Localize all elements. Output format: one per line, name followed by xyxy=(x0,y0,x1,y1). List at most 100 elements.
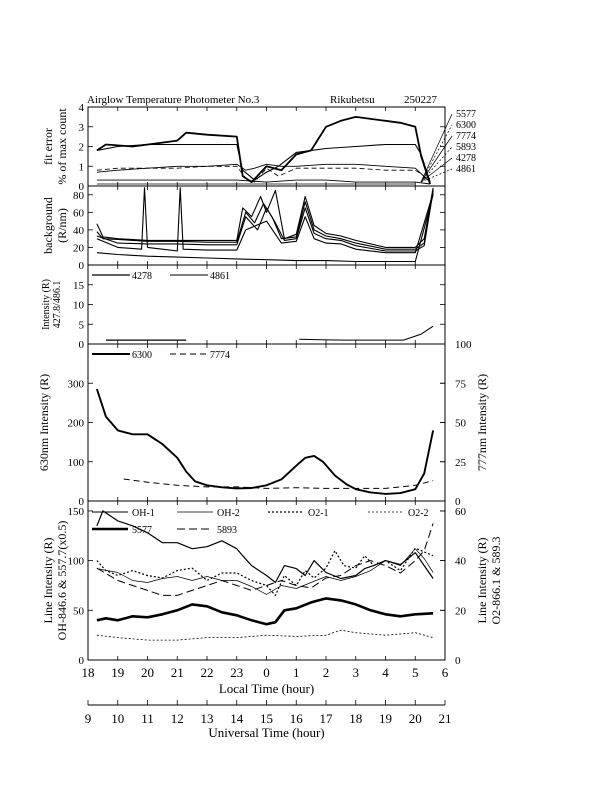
line-intensity-ylabel2: OH-846.6 & 557.7(x0.5) xyxy=(55,521,69,641)
blue-intensity-panel: 0 5 10 15 Intensity (R) 427.8/486.1 4278 4861 xyxy=(41,264,446,351)
y-tick-label: 15 xyxy=(73,280,85,292)
y-tick-label: 1 xyxy=(79,161,85,173)
legend-label: 4278 xyxy=(132,271,152,282)
legend-label: 5577 xyxy=(132,525,152,536)
fit-error-frame xyxy=(87,106,446,187)
y-tick-label-right: 25 xyxy=(455,457,467,469)
series-4861 xyxy=(299,325,434,341)
local-time-tick-label: 18 xyxy=(82,665,95,680)
local-time-tick-label: 23 xyxy=(230,665,243,680)
ut-tick-label: 20 xyxy=(409,711,422,726)
y-tick-label: 40 xyxy=(73,225,85,237)
red-intensity-plot xyxy=(95,388,435,495)
series-label-5577: 5577 xyxy=(456,109,476,120)
y-tick-label: 150 xyxy=(68,506,85,518)
series-5577 xyxy=(96,116,431,185)
series-5577 xyxy=(96,597,434,626)
local-time-axis-label: Local Time (hour) xyxy=(219,681,314,696)
series-bg-d xyxy=(96,187,434,254)
ut-tick-label: 17 xyxy=(320,711,334,726)
legend-label: 7774 xyxy=(210,350,230,361)
blue-intensity-ylabel2: 427.8/486.1 xyxy=(52,281,63,329)
red-intensity-ylabel: 630nm Intensity (R) xyxy=(37,374,51,471)
ut-tick-label: 21 xyxy=(439,711,452,726)
fit-error-ylabel2: % of max count xyxy=(55,108,69,185)
local-time-tick-label: 2 xyxy=(323,665,330,680)
local-time-tick-label: 19 xyxy=(111,665,124,680)
series-5893 xyxy=(96,163,431,183)
y-tick-label: 20 xyxy=(73,242,85,254)
y-tick-label: 5 xyxy=(79,319,85,331)
leader-line xyxy=(420,146,453,183)
legend-label: OH-2 xyxy=(217,508,240,519)
y-tick-label: 100 xyxy=(68,457,85,469)
title-site: Rikubetsu xyxy=(330,94,375,106)
title-row: Airglow Temperature Photometer No.3 Riku… xyxy=(87,94,438,106)
y-tick-label: 200 xyxy=(68,418,85,430)
y-tick-label: 4 xyxy=(79,102,85,114)
y-tick-label: 2 xyxy=(79,142,85,154)
series-label-4861: 4861 xyxy=(456,164,476,175)
red-intensity-ylabel-right: 777nm Intensity (R) xyxy=(475,374,489,471)
ut-tick-label: 12 xyxy=(171,711,184,726)
blue-intensity-ylabel: Intensity (R) xyxy=(41,279,52,330)
local-time-tick-label: 22 xyxy=(201,665,214,680)
series-label-4278: 4278 xyxy=(456,153,476,164)
series-7774 xyxy=(96,165,431,183)
line-intensity-ylabel2-right: O2-866.1 & 589.3 xyxy=(489,537,503,625)
y-tick-label-right: 75 xyxy=(455,378,467,390)
ut-tick-label: 11 xyxy=(141,711,154,726)
leader-line xyxy=(420,135,453,183)
ut-tick-label: 19 xyxy=(379,711,392,726)
legend-label: O2-1 xyxy=(308,508,329,519)
series-4278 xyxy=(96,179,431,185)
line-intensity-ylabel-right: Line Intensity (R) xyxy=(475,538,489,624)
series-bg-a xyxy=(96,187,434,248)
legend-label: 6300 xyxy=(132,350,152,361)
series-label-7774: 7774 xyxy=(456,131,476,142)
local-time-tick-label: 21 xyxy=(171,665,184,680)
red-intensity-frame xyxy=(87,343,446,502)
series-oh-2 xyxy=(96,548,434,595)
local-time-tick-label: 20 xyxy=(141,665,154,680)
y-tick-label-right: 0 xyxy=(455,655,461,667)
y-tick-label-right: 40 xyxy=(455,556,467,568)
ut-axis-label: Universal Time (hour) xyxy=(208,725,324,740)
y-tick-label: 0 xyxy=(79,655,85,667)
title-instrument: Airglow Temperature Photometer No.3 xyxy=(87,94,260,106)
fit-error-ylabel: fit error xyxy=(41,128,55,165)
leader-line xyxy=(420,124,453,183)
ut-tick-label: 13 xyxy=(201,711,214,726)
ut-tick-label: 15 xyxy=(260,711,273,726)
local-time-tick-label: 0 xyxy=(263,665,270,680)
local-time-tick-label: 3 xyxy=(353,665,360,680)
ut-tick-label: 9 xyxy=(85,711,92,726)
line-intensity-plot xyxy=(96,510,434,641)
fit-error-plot xyxy=(96,116,431,185)
y-tick-label-right: 60 xyxy=(455,506,467,518)
series-6300 xyxy=(95,388,435,495)
series-6300 xyxy=(96,143,431,183)
y-tick-label: 10 xyxy=(73,300,85,312)
local-time-tick-label: 5 xyxy=(412,665,419,680)
y-tick-label: 0 xyxy=(79,496,85,508)
y-tick-label: 0 xyxy=(79,260,85,272)
y-tick-label: 300 xyxy=(68,378,85,390)
y-tick-label: 60 xyxy=(73,207,85,219)
universal-time-axis: 9 10 11 12 13 14 15 16 17 18 19 20 21 Universal Time … xyxy=(85,700,452,740)
legend-label: 5893 xyxy=(217,525,237,536)
ut-tick-label: 14 xyxy=(230,711,244,726)
series-label-5893: 5893 xyxy=(456,142,476,153)
y-tick-label-right: 50 xyxy=(455,418,467,430)
y-tick-label: 100 xyxy=(68,556,85,568)
title-date: 250227 xyxy=(404,94,438,106)
fit-error-panel: 0 1 2 3 4 fit error% of max count 557763007774… xyxy=(41,102,476,193)
y-tick-label: 0 xyxy=(79,339,85,351)
legend-label: OH-1 xyxy=(132,508,155,519)
local-time-tick-label: 1 xyxy=(293,665,300,680)
series-o2-2 xyxy=(96,629,434,641)
